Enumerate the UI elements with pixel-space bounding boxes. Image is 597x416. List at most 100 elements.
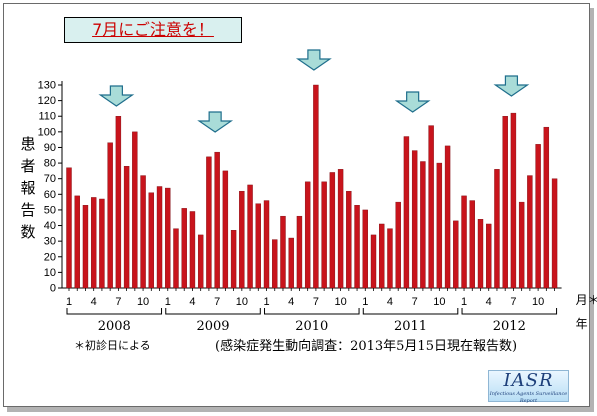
bar [206, 156, 212, 289]
bar [379, 223, 385, 289]
y-tick-label: 40 [44, 220, 56, 232]
down-arrow-icon [394, 91, 431, 113]
bar [99, 198, 105, 289]
month-tick-label: 4 [91, 296, 97, 308]
bar [165, 187, 171, 289]
y-tick-label: 100 [38, 126, 56, 138]
year-label: 2012 [493, 319, 526, 334]
bar [502, 116, 508, 289]
bar [74, 195, 80, 289]
footnote-source: (感染症発生動向調査：2013年5月15日現在報告数) [215, 339, 518, 354]
year-unit-label: 年 [576, 317, 588, 331]
year-label: 2011 [394, 319, 427, 334]
chart-title: 7月にご注意を！ [64, 17, 242, 43]
bar [395, 201, 401, 289]
bar [296, 215, 303, 289]
bar [518, 201, 525, 289]
bar [197, 234, 204, 289]
y-axis-label-char: 報 [20, 179, 36, 197]
bar [535, 144, 541, 289]
bar [304, 181, 311, 289]
month-tick-label: 4 [486, 296, 492, 308]
month-tick-label: 7 [510, 296, 516, 308]
iasr-logo: IASR Infectious Agents Surveillance Repo… [488, 370, 569, 404]
bar [173, 228, 179, 289]
bar [453, 220, 459, 289]
year-bracket [461, 308, 558, 315]
year-bracket [362, 308, 459, 315]
bar [239, 190, 245, 289]
bar [313, 84, 319, 289]
bar [370, 234, 377, 289]
bar [354, 205, 360, 289]
down-arrow-icon [295, 49, 332, 71]
bar [461, 195, 467, 289]
bar [527, 175, 533, 289]
month-tick-label: 7 [412, 296, 418, 308]
y-axis-label-char: 告 [20, 201, 36, 219]
bar [321, 181, 327, 289]
month-tick-label: 1 [66, 296, 72, 308]
year-label: 2009 [196, 319, 229, 334]
bar [222, 170, 229, 289]
bar [272, 239, 278, 289]
year-bracket [66, 308, 163, 315]
bar [494, 169, 500, 289]
bar [66, 167, 72, 289]
footnote-onset: ＊初診日による [74, 339, 151, 352]
bar [132, 131, 138, 289]
y-tick-label: 10 [44, 267, 56, 279]
bar [90, 197, 97, 289]
bar [403, 136, 410, 289]
year-bracket [165, 308, 261, 315]
month-tick-label: 1 [461, 296, 467, 308]
bar [263, 200, 270, 289]
bar [107, 142, 113, 289]
bar [181, 208, 187, 289]
bar [469, 200, 475, 289]
month-tick-label: 7 [214, 296, 220, 308]
bar [444, 145, 451, 289]
y-tick-label: 60 [44, 189, 56, 201]
year-label: 2008 [98, 319, 131, 334]
y-tick-label: 20 [44, 251, 56, 263]
bar [230, 230, 237, 289]
bar [486, 223, 492, 289]
bar [362, 209, 368, 289]
bar [189, 211, 196, 289]
chart-title-text: 7月にご注意を！ [92, 20, 214, 39]
bar [156, 186, 163, 289]
month-tick-label: 4 [189, 296, 195, 308]
bar [337, 169, 344, 289]
y-tick-label: 80 [44, 158, 56, 170]
month-tick-label: 10 [532, 296, 544, 308]
bar [214, 151, 220, 289]
month-tick-label: 10 [137, 296, 149, 308]
bar [436, 162, 443, 289]
bar [477, 219, 484, 289]
bar [510, 112, 517, 289]
y-axis-label-char: 者 [20, 157, 36, 175]
y-axis-label-char: 数 [20, 223, 36, 241]
month-tick-label: 10 [236, 296, 248, 308]
y-tick-label: 110 [38, 111, 56, 123]
bar [551, 178, 558, 289]
bar [140, 175, 146, 289]
y-tick-label: 90 [44, 142, 56, 154]
bar [428, 125, 434, 289]
bar [82, 205, 89, 289]
bar [148, 192, 155, 289]
bar [420, 161, 426, 289]
y-tick-label: 30 [44, 236, 56, 248]
month-unit-label: 月＊ [576, 293, 597, 307]
logo-word: IASR [503, 370, 554, 391]
down-arrow-icon [493, 75, 530, 97]
year-label: 2010 [295, 319, 328, 334]
logo-subtitle: Infectious Agents Surveillance Report [489, 391, 568, 404]
bar [387, 228, 393, 289]
month-tick-label: 1 [362, 296, 368, 308]
y-tick-label: 130 [38, 80, 56, 92]
bar [280, 215, 286, 289]
bar [329, 172, 336, 289]
